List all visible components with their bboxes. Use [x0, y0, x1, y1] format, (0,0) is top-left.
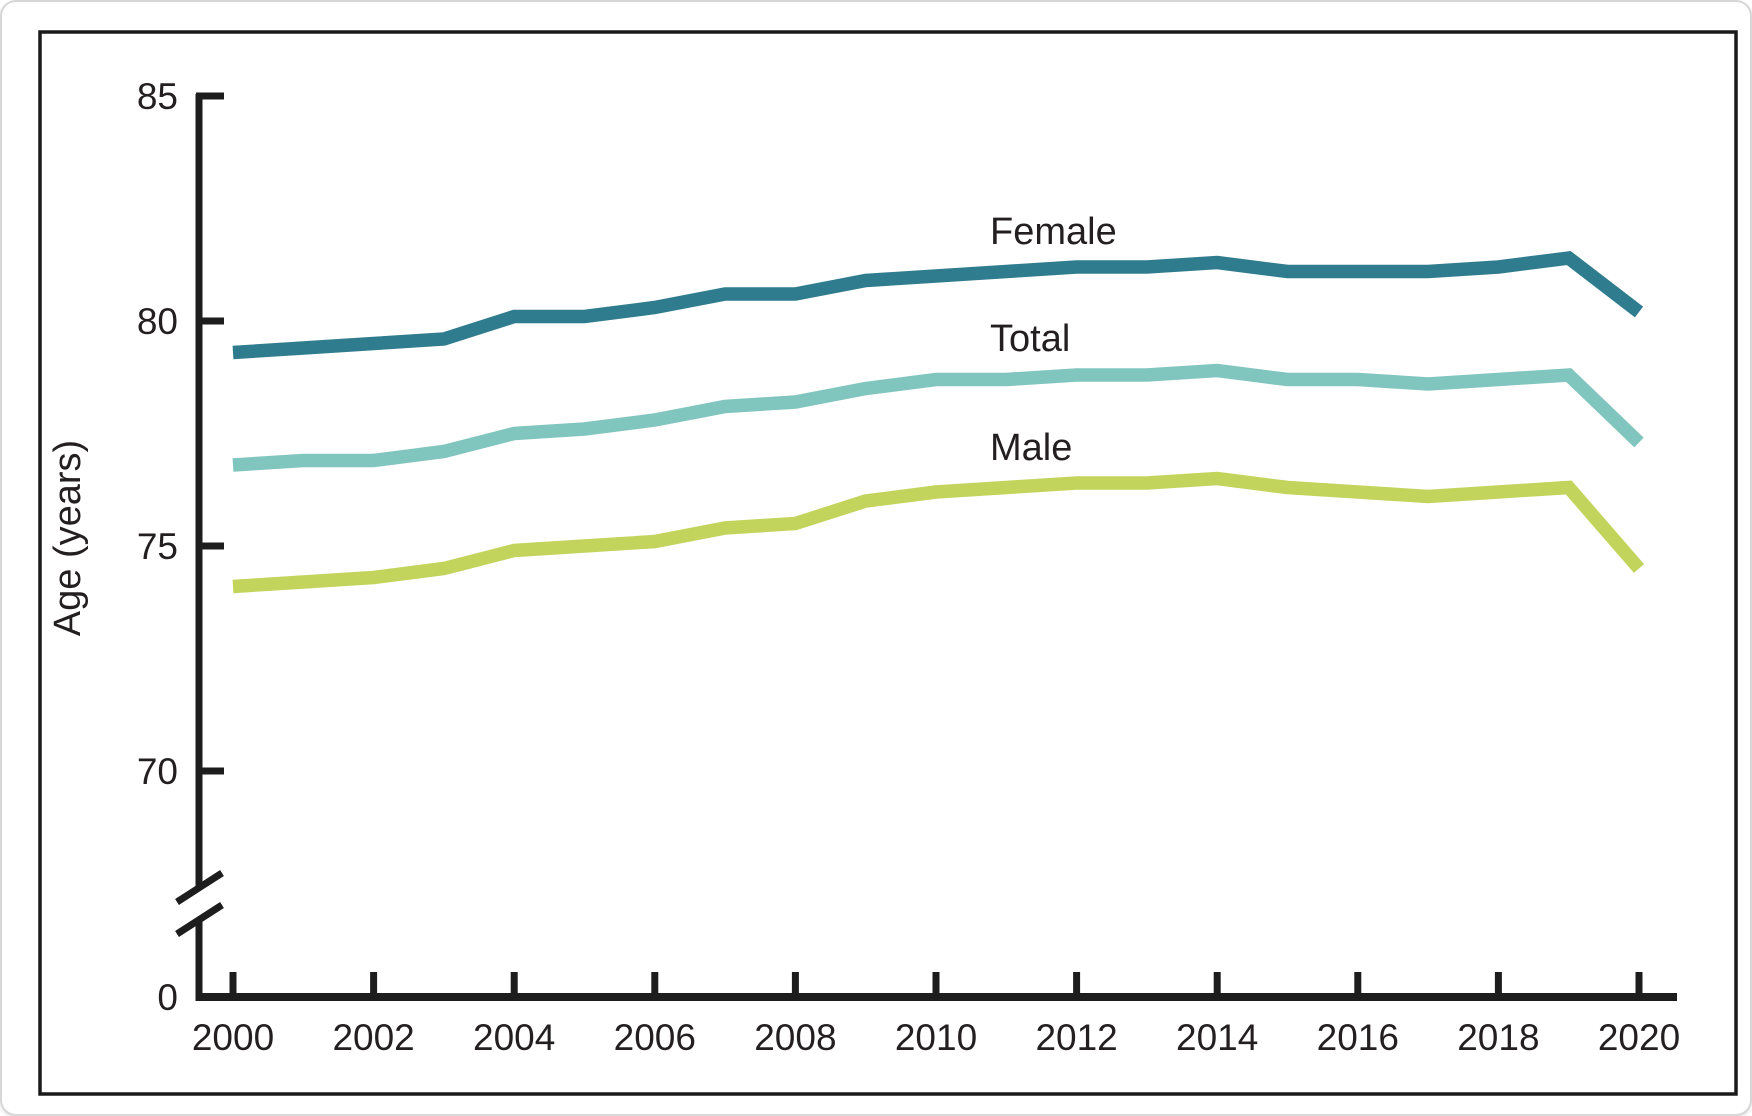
x-tick-label-2000: 2000: [192, 1017, 274, 1058]
axis-break-slash-2: [175, 902, 224, 937]
x-tick-label-2010: 2010: [895, 1017, 977, 1058]
x-tick-label-2018: 2018: [1457, 1017, 1539, 1058]
x-tick-label-2004: 2004: [473, 1017, 555, 1058]
total-series-label: Total: [990, 318, 1070, 360]
female-series-label: Female: [990, 211, 1117, 253]
y-tick-label-85: 85: [137, 76, 178, 117]
axis-break-slash-1: [175, 870, 224, 905]
female-line: [232, 250, 1644, 360]
y-origin-label: 0: [157, 977, 178, 1018]
male-series-label: Male: [990, 427, 1072, 469]
y-tick-label-75: 75: [137, 526, 178, 567]
y-axis-title: Age (years): [47, 440, 89, 636]
total-line: [232, 363, 1644, 472]
x-tick-label-2016: 2016: [1317, 1017, 1399, 1058]
x-tick-label-2006: 2006: [614, 1017, 696, 1058]
y-tick-label-80: 80: [137, 301, 178, 342]
y-tick-label-70: 70: [137, 751, 178, 792]
male-line: [232, 471, 1645, 594]
x-tick-label-2020: 2020: [1598, 1017, 1680, 1058]
figure-frame: [38, 30, 1738, 1096]
x-tick-label-2014: 2014: [1176, 1017, 1258, 1058]
x-tick-label-2012: 2012: [1035, 1017, 1117, 1058]
x-tick-label-2008: 2008: [754, 1017, 836, 1058]
x-tick-label-2002: 2002: [332, 1017, 414, 1058]
